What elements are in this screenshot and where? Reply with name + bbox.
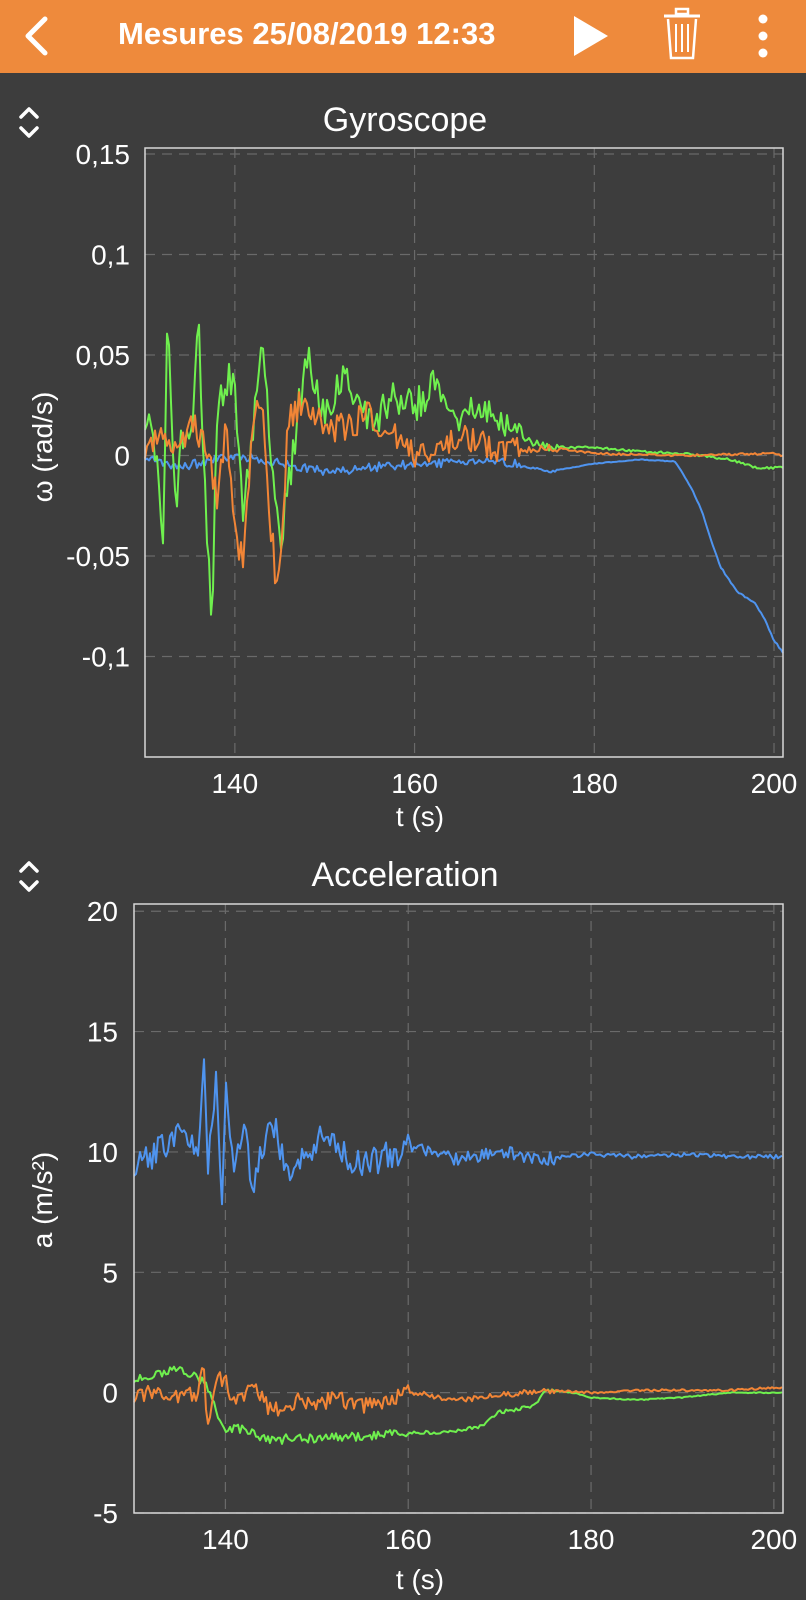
y-tick-label: 20 [87,896,118,927]
expand-collapse-icon [19,107,39,138]
play-button[interactable] [568,12,612,60]
gyroscope-chart: 0,15 0,1 0,05 0 -0,05 -0,1 140 160 180 200 ω (ra… [27,140,798,832]
y-tick-label: -0,1 [82,642,130,673]
x-tick-label: 140 [211,768,258,799]
expand-collapse-gyroscope-button[interactable] [16,102,42,142]
y-tick-label: 0 [102,1378,118,1409]
x-axis-label: t (s) [396,801,444,832]
play-icon [574,16,608,56]
y-tick-label: 0,05 [76,340,131,371]
y-tick-label: 15 [87,1017,118,1048]
y-tick-label: 0,15 [76,140,131,170]
trash-icon [664,7,700,60]
series-line-1 [133,1058,783,1206]
x-tick-label: 200 [750,1524,797,1555]
plot-frame [144,147,784,758]
x-tick-label: 180 [571,768,618,799]
acceleration-chart: 20 15 10 5 0 -5 140 160 180 200 a (m/s²) t (s) [27,896,797,1595]
back-button[interactable] [18,14,58,58]
more-vertical-icon [758,14,768,58]
y-tick-label: 10 [87,1137,118,1168]
more-options-button[interactable] [750,10,776,62]
expand-collapse-icon [19,861,39,892]
series-line-2 [133,1365,783,1445]
x-tick-label: 180 [568,1524,615,1555]
x-tick-label: 160 [385,1524,432,1555]
y-axis-label: a (m/s²) [27,1152,58,1248]
series-line-3 [133,1367,783,1425]
acceleration-chart-title: Acceleration [311,856,499,894]
plot-frame [133,903,784,1514]
y-tick-label: 0 [114,441,130,472]
gyroscope-chart-title: Gyroscope [322,101,488,139]
series-line-3 [144,391,784,585]
chevron-left-icon [25,16,48,56]
delete-button[interactable] [660,6,704,62]
x-tick-label: 140 [202,1524,249,1555]
series-line-2 [144,323,784,616]
y-axis-label: ω (rad/s) [27,392,58,503]
x-tick-label: 200 [751,768,798,799]
page-title: Mesures 25/08/2019 12:33 [118,16,496,51]
y-tick-label: 0,1 [91,240,130,271]
expand-collapse-acceleration-button[interactable] [16,856,42,896]
x-tick-label: 160 [391,768,438,799]
y-tick-label: -0,05 [66,541,130,572]
top-app-bar: Mesures 25/08/2019 12:33 [0,0,806,73]
y-tick-label: 5 [102,1257,118,1288]
x-axis-label: t (s) [396,1564,444,1595]
y-tick-label: -5 [93,1498,118,1529]
